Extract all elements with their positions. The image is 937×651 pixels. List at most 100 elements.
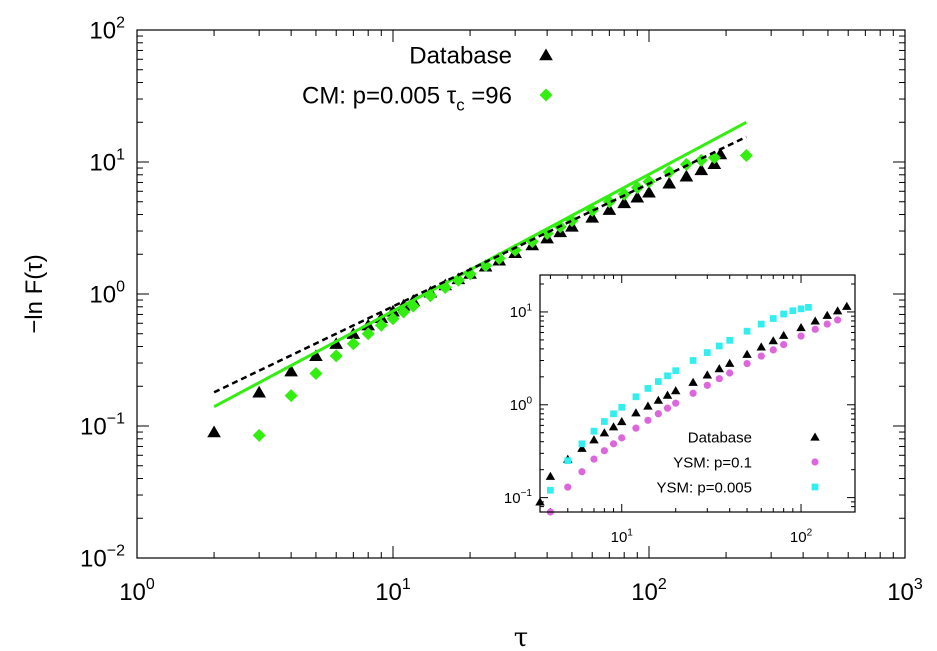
data-point-square [715, 342, 723, 350]
data-point-square [547, 486, 554, 494]
legend-label: YSM: p=0.005 [657, 479, 752, 496]
data-point-triangle [653, 395, 664, 404]
data-point-circle [703, 381, 711, 389]
series-ysm-p-0-005 [547, 303, 812, 494]
data-point-triangle [694, 163, 709, 176]
data-point-triangle [670, 386, 681, 395]
data-point-circle [654, 410, 662, 418]
data-point-triangle [617, 417, 627, 426]
data-point-triangle [207, 425, 221, 438]
data-point-triangle [631, 408, 641, 417]
data-point-triangle [642, 185, 656, 198]
legend-label-text: Database [409, 42, 512, 69]
y-tick-label-base: 10 [510, 304, 527, 321]
data-point-diamond [309, 366, 323, 380]
y-tick-label-exponent: −1 [521, 488, 533, 499]
data-point-triangle [778, 330, 789, 339]
legend-marker-diamond [539, 88, 553, 102]
x-tick-label-exponent: 1 [627, 527, 633, 538]
data-point-triangle [832, 306, 843, 315]
legend-marker-square [811, 483, 819, 491]
plot-frame [539, 274, 856, 513]
y-tick-label-exponent: −1 [107, 411, 125, 428]
series-fit-dashed [213, 135, 747, 394]
data-point-triangle [602, 203, 617, 215]
data-point-triangle [608, 422, 619, 431]
x-tick-label: 101 [611, 527, 634, 546]
data-point-square [703, 349, 711, 356]
data-point-triangle [617, 196, 632, 209]
axis-ticks [136, 29, 906, 559]
y-tick-label-exponent: 0 [526, 395, 532, 406]
legend-label-tail: =96 [465, 82, 512, 109]
data-point-circle [715, 375, 723, 383]
y-tick-label-base: 10 [89, 281, 116, 308]
data-point-square [654, 378, 662, 385]
y-tick-label: 10−1 [80, 411, 125, 441]
data-point-diamond [252, 428, 266, 442]
y-tick-label: 100 [89, 279, 125, 309]
data-point-triangle [822, 310, 832, 319]
data-point-triangle [756, 342, 766, 351]
x-tick-label: 102 [631, 576, 667, 606]
y-tick-label: 102 [89, 15, 125, 45]
legend-label-text: Database [688, 429, 752, 446]
data-point-circle [578, 468, 586, 476]
data-point-square [805, 303, 812, 311]
x-axis-title: τ [514, 623, 528, 651]
legend-label-text: YSM: p=0.005 [657, 479, 752, 496]
legend: Database CM: p=0.005 τc =96 [302, 42, 553, 115]
data-point-triangle [796, 322, 806, 332]
legend-label-text: CM: p=0.005 τ [302, 82, 457, 109]
data-point-circle [769, 346, 777, 354]
x-tick-label-base: 10 [631, 579, 658, 606]
x-tick-label: 101 [375, 576, 411, 606]
data-point-square [757, 320, 765, 328]
axis-ticks [540, 275, 856, 513]
legend-label-text: YSM: p=0.1 [673, 454, 752, 471]
x-tick-label-base: 10 [375, 579, 402, 606]
data-point-triangle [724, 358, 735, 367]
data-point-square [618, 403, 626, 411]
data-point-triangle [252, 385, 266, 398]
y-tick-label-exponent: 2 [116, 15, 125, 32]
data-point-circle [564, 483, 572, 491]
data-point-square [664, 372, 671, 380]
data-point-circle [663, 404, 672, 412]
data-point-triangle [714, 364, 725, 373]
plot-frame [136, 29, 906, 559]
x-tick-label: 102 [790, 527, 813, 546]
data-point-circle [609, 440, 618, 448]
data-point-square [797, 305, 805, 313]
y-tick-label-exponent: −2 [107, 543, 125, 560]
data-point-diamond [346, 337, 360, 351]
y-tick-label-base: 10 [504, 490, 521, 507]
legend-label: CM: p=0.005 τc =96 [302, 82, 512, 114]
data-point-triangle [702, 370, 713, 379]
data-point-circle [757, 352, 765, 360]
data-point-triangle [589, 435, 599, 444]
x-tick-label-exponent: 1 [402, 576, 411, 593]
y-tick-label: 10−2 [80, 543, 125, 573]
y-tick-label-base: 10 [89, 149, 116, 176]
data-point-triangle [810, 316, 820, 325]
legend-marker-triangle [810, 432, 820, 441]
legend-marker-circle [811, 458, 819, 466]
series-ysm-p-0-1 [546, 316, 842, 516]
plot-background [540, 275, 855, 512]
data-point-square [769, 315, 777, 322]
data-point-square [578, 440, 586, 448]
data-point-triangle [545, 471, 556, 480]
data-point-circle [672, 399, 680, 407]
data-point-diamond [329, 349, 343, 363]
data-point-square [789, 307, 797, 315]
y-tick-label-exponent: 1 [526, 302, 532, 313]
y-tick-label: 100 [510, 395, 533, 414]
data-point-circle [632, 424, 640, 432]
data-point-square [590, 427, 598, 435]
data-point-circle [780, 340, 788, 349]
x-tick-label-exponent: 3 [914, 576, 923, 593]
data-point-square [600, 418, 608, 425]
